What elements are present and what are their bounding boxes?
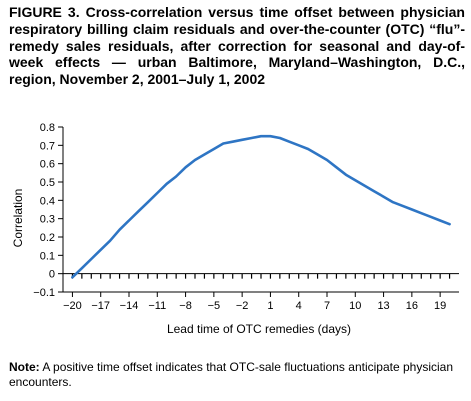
x-tick-label: −2: [236, 300, 249, 312]
y-axis-label: Correlation: [11, 189, 25, 248]
y-tick-label: 0.5: [40, 177, 55, 189]
y-tick-label: 0.2: [40, 232, 55, 244]
y-tick-label: 0.4: [40, 195, 55, 207]
note-label: Note:: [9, 360, 40, 374]
x-axis-label: Lead time of OTC remedies (days): [167, 322, 351, 336]
x-tick-label: −17: [91, 300, 110, 312]
figure-label: FIGURE 3.: [9, 4, 80, 20]
x-tick-label: 13: [377, 300, 389, 312]
correlation-line: [71, 134, 451, 279]
correlation-chart: −0.1 0 0.1 0.2 0.3 0.4 0.5 0.6 0.7 0.8 −20 −17 −14 −1…: [11, 122, 459, 336]
x-tick-label: −20: [63, 300, 82, 312]
y-tick-label: 0.6: [40, 159, 55, 171]
plot-area: −0.1 0 0.1 0.2 0.3 0.4 0.5 0.6 0.7 0.8 −20 −17 −14 −1…: [33, 122, 459, 312]
x-tick-label: −14: [120, 300, 139, 312]
note-text: A positive time offset indicates that OT…: [9, 360, 453, 389]
y-tick-label: 0.7: [40, 140, 55, 152]
x-tick-label: −11: [148, 300, 166, 312]
y-tick-label: 0.1: [40, 250, 55, 262]
y-tick-label: 0: [49, 269, 55, 281]
y-tick-label: −0.1: [33, 287, 55, 299]
x-tick-label: 19: [434, 300, 446, 312]
x-tick-label: −5: [208, 300, 221, 312]
figure-title-text: Cross-correlation versus time offset bet…: [9, 4, 465, 88]
x-tick-label: 7: [324, 300, 330, 312]
x-tick-label: 10: [349, 300, 361, 312]
y-tick-label: 0.8: [40, 122, 55, 134]
y-tick-label: 0.3: [40, 214, 55, 226]
figure-title: FIGURE 3. Cross-correlation versus time …: [9, 4, 465, 88]
x-tick-label: 4: [296, 300, 302, 312]
x-tick-label: 16: [406, 300, 418, 312]
x-tick-label: −8: [179, 300, 192, 312]
footnote: Note: A positive time offset indicates t…: [9, 360, 465, 390]
x-tick-label: 1: [267, 300, 273, 312]
